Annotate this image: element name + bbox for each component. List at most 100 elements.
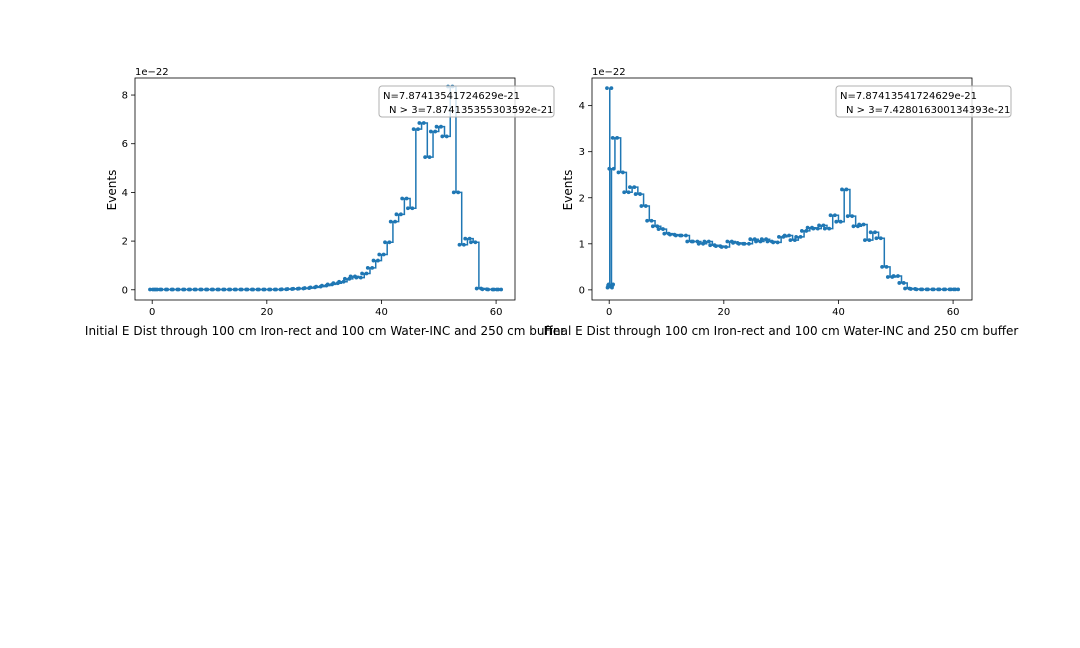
data-point bbox=[834, 219, 839, 224]
data-point bbox=[364, 271, 369, 276]
data-point bbox=[279, 287, 284, 292]
data-point bbox=[451, 190, 456, 195]
data-point bbox=[622, 190, 627, 195]
data-point bbox=[885, 275, 890, 279]
data-point bbox=[771, 240, 776, 245]
data-point bbox=[645, 218, 650, 223]
legend-box: N=7.87413541724629e-21 N > 3=7.874135355… bbox=[378, 85, 555, 118]
data-point bbox=[188, 287, 193, 292]
data-point bbox=[457, 242, 462, 247]
data-point bbox=[341, 279, 346, 284]
data-point bbox=[702, 239, 707, 244]
data-point bbox=[719, 245, 724, 249]
plot-frame bbox=[134, 77, 516, 301]
data-point bbox=[467, 236, 472, 241]
data-point bbox=[817, 223, 821, 228]
data-point bbox=[787, 233, 791, 238]
y-tick-label: 2 bbox=[122, 237, 128, 248]
data-point bbox=[377, 252, 382, 257]
data-point bbox=[896, 274, 900, 278]
data-point bbox=[193, 287, 198, 292]
data-point bbox=[815, 226, 820, 231]
y-axis-label: Events bbox=[561, 170, 575, 211]
data-point bbox=[736, 241, 741, 246]
data-point bbox=[731, 240, 735, 245]
data-point bbox=[394, 212, 399, 217]
x-tick-label: 40 bbox=[832, 307, 845, 318]
data-point bbox=[811, 226, 816, 231]
data-point bbox=[434, 124, 439, 129]
data-point bbox=[713, 244, 718, 249]
data-point bbox=[798, 235, 803, 239]
data-point bbox=[628, 185, 632, 190]
x-tick-label: 40 bbox=[375, 307, 388, 318]
data-point bbox=[440, 134, 445, 139]
data-point bbox=[804, 229, 809, 233]
data-point bbox=[473, 240, 478, 245]
data-point bbox=[199, 287, 204, 292]
x-tick-label: 60 bbox=[947, 307, 960, 318]
data-point bbox=[611, 282, 616, 287]
data-point bbox=[376, 258, 380, 263]
data-point bbox=[427, 155, 432, 160]
data-point bbox=[805, 225, 810, 230]
data-point bbox=[827, 226, 832, 231]
data-point bbox=[411, 127, 416, 132]
data-point bbox=[706, 239, 711, 244]
data-point bbox=[626, 190, 631, 195]
data-point bbox=[354, 275, 359, 280]
legend-above-threshold: N > 3=7.874135355303592e-21 bbox=[389, 105, 553, 116]
data-point bbox=[821, 223, 826, 228]
legend-box: N=7.87413541724629e-21 N > 3=7.428016300… bbox=[835, 85, 1012, 118]
data-point bbox=[874, 236, 879, 241]
data-point bbox=[153, 287, 158, 292]
data-point bbox=[494, 287, 499, 292]
data-point bbox=[228, 287, 233, 292]
data-point bbox=[371, 258, 376, 263]
data-point bbox=[480, 287, 485, 292]
data-point bbox=[696, 241, 701, 246]
legend-frame bbox=[378, 85, 555, 118]
data-point bbox=[620, 170, 625, 175]
data-point bbox=[857, 222, 862, 227]
data-point bbox=[650, 224, 655, 229]
data-point bbox=[844, 187, 849, 192]
x-tick-label: 60 bbox=[490, 307, 503, 318]
data-point bbox=[754, 239, 758, 244]
data-point bbox=[491, 287, 496, 292]
data-point bbox=[256, 287, 261, 292]
data-point bbox=[342, 276, 347, 281]
x-tick-label: 0 bbox=[606, 307, 612, 318]
data-point bbox=[205, 287, 210, 292]
data-point bbox=[845, 214, 850, 219]
data-point bbox=[165, 287, 170, 292]
data-point bbox=[211, 287, 215, 292]
data-point bbox=[291, 286, 296, 291]
data-point bbox=[605, 86, 609, 91]
data-point bbox=[499, 287, 504, 292]
y-tick-label: 6 bbox=[122, 139, 128, 150]
data-point bbox=[838, 219, 843, 224]
data-point bbox=[358, 275, 363, 280]
legend-above-threshold: N > 3=7.428016300134393e-21 bbox=[846, 105, 1010, 116]
data-point bbox=[239, 287, 244, 292]
data-point bbox=[908, 287, 913, 291]
data-point bbox=[607, 166, 612, 171]
y-tick-label: 0 bbox=[122, 285, 128, 296]
data-point bbox=[610, 135, 615, 140]
data-point bbox=[748, 237, 753, 242]
y-tick-label: 2 bbox=[579, 193, 585, 204]
y-tick-label: 1 bbox=[579, 239, 585, 250]
x-ticks: 0 20 40 60 bbox=[606, 300, 959, 318]
data-point bbox=[176, 287, 181, 292]
data-point bbox=[486, 287, 491, 292]
data-point bbox=[782, 233, 787, 238]
data-point bbox=[410, 206, 415, 211]
data-point bbox=[891, 274, 896, 278]
data-point bbox=[398, 212, 403, 217]
data-point bbox=[406, 206, 410, 211]
data-point bbox=[943, 287, 948, 292]
data-point bbox=[920, 287, 925, 292]
data-point bbox=[337, 279, 342, 284]
